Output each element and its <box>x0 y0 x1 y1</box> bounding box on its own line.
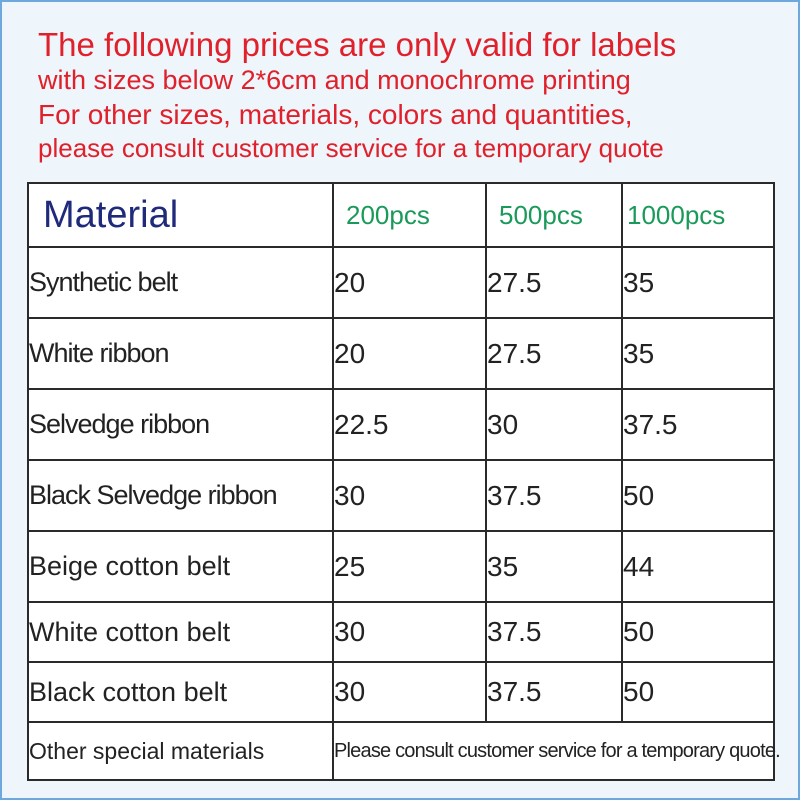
table-row: Beige cotton belt 25 35 44 <box>27 530 775 603</box>
consult-note: Please consult customer service for a te… <box>332 721 781 781</box>
material-name: Beige cotton belt <box>27 530 334 603</box>
price-1000: 50 <box>621 661 775 723</box>
table-row: Synthetic belt 20 27.5 35 <box>27 246 775 319</box>
table-row: Selvedge ribbon 22.5 30 37.5 <box>27 388 775 461</box>
price-200: 20 <box>332 246 487 319</box>
notice-line-1: The following prices are only valid for … <box>38 26 677 63</box>
price-500: 37.5 <box>485 601 623 663</box>
qty-1000-header: 1000pcs <box>621 182 775 248</box>
material-name: White ribbon <box>27 317 334 390</box>
price-1000: 50 <box>621 601 775 663</box>
other-materials-label: Other special materials <box>27 721 334 781</box>
price-table: Material 200pcs 500pcs 1000pcs Synthetic… <box>27 182 781 781</box>
table-row: Black Selvedge ribbon 30 37.5 50 <box>27 459 775 532</box>
material-name: Selvedge ribbon <box>27 388 334 461</box>
price-500: 30 <box>485 388 623 461</box>
material-header: Material <box>27 182 334 248</box>
other-materials-row: Other special materials Please consult c… <box>27 721 781 781</box>
qty-500-header: 500pcs <box>485 182 623 248</box>
qty-200-header: 200pcs <box>332 182 487 248</box>
price-500: 27.5 <box>485 317 623 390</box>
price-200: 30 <box>332 459 487 532</box>
price-1000: 37.5 <box>621 388 775 461</box>
price-1000: 35 <box>621 317 775 390</box>
material-name: Black Selvedge ribbon <box>27 459 334 532</box>
notice-line-2: with sizes below 2*6cm and monochrome pr… <box>38 65 631 95</box>
material-name: White cotton belt <box>27 601 334 663</box>
price-200: 22.5 <box>332 388 487 461</box>
table-header-row: Material 200pcs 500pcs 1000pcs <box>27 182 775 248</box>
price-1000: 44 <box>621 530 775 603</box>
price-500: 37.5 <box>485 459 623 532</box>
material-name: Black cotton belt <box>27 661 334 723</box>
price-200: 30 <box>332 601 487 663</box>
price-500: 27.5 <box>485 246 623 319</box>
material-name: Synthetic belt <box>27 246 334 319</box>
price-1000: 35 <box>621 246 775 319</box>
price-1000: 50 <box>621 459 775 532</box>
notice-line-4: please consult customer service for a te… <box>38 133 664 163</box>
price-200: 25 <box>332 530 487 603</box>
price-notice: The following prices are only valid for … <box>38 28 778 161</box>
table-row: White cotton belt 30 37.5 50 <box>27 601 775 663</box>
table-row: Black cotton belt 30 37.5 50 <box>27 661 775 723</box>
price-500: 37.5 <box>485 661 623 723</box>
table-row: White ribbon 20 27.5 35 <box>27 317 775 390</box>
price-200: 30 <box>332 661 487 723</box>
price-200: 20 <box>332 317 487 390</box>
price-500: 35 <box>485 530 623 603</box>
notice-line-3: For other sizes, materials, colors and q… <box>38 99 633 130</box>
